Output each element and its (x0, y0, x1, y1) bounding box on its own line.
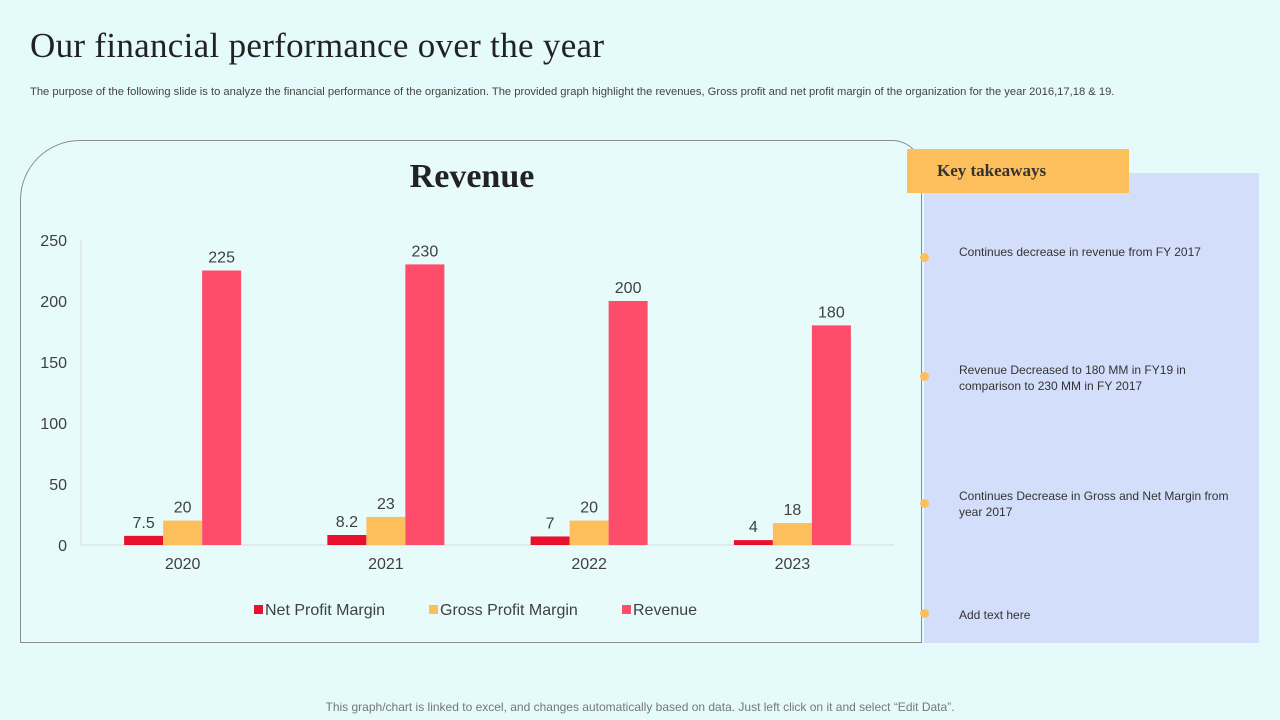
y-tick-label: 50 (49, 477, 67, 494)
x-tick-label: 2023 (775, 556, 811, 573)
bar-gross-profit-margin (772, 523, 812, 545)
bar-gross-profit-margin (366, 516, 406, 545)
bar-net-profit-margin (124, 535, 164, 545)
takeaway-item: Revenue Decreased to 180 MM in FY19 in c… (959, 363, 1186, 393)
data-label: 225 (208, 250, 235, 267)
legend-label: Net Profit Margin (265, 602, 385, 619)
bar-revenue (811, 325, 851, 545)
data-label: 180 (818, 304, 845, 321)
bar-net-profit-margin (530, 536, 570, 545)
bar-revenue (405, 264, 445, 545)
data-label: 200 (615, 280, 642, 297)
takeaway-bullet-icon (920, 372, 929, 381)
bar-gross-profit-margin (569, 520, 609, 545)
revenue-chart-panel[interactable]: Revenue 0 50 100 150 200 250 7.5 20 225 2020 8.2 23 2… (20, 140, 922, 643)
x-tick-label: 2021 (368, 556, 404, 573)
data-label: 20 (580, 500, 598, 517)
takeaway-bullet-icon (920, 499, 929, 508)
bar-net-profit-margin (327, 534, 367, 545)
legend-label: Revenue (633, 602, 697, 619)
data-label: 18 (783, 502, 801, 519)
takeaway-bullet-icon (920, 253, 929, 262)
takeaway-item: Add text here (959, 608, 1031, 622)
bar-gross-profit-margin (163, 520, 203, 545)
data-label: 23 (377, 496, 395, 513)
footer-note: This graph/chart is linked to excel, and… (325, 700, 955, 714)
data-label: 8.2 (336, 514, 358, 531)
bar-net-profit-margin (733, 540, 773, 545)
bar-revenue (608, 301, 648, 545)
takeaway-bullet-icon (920, 609, 929, 618)
bar-revenue (202, 270, 242, 545)
legend-swatch (254, 605, 263, 614)
x-tick-label: 2022 (571, 556, 607, 573)
takeaways-header: Key takeaways (907, 149, 1129, 193)
revenue-chart[interactable]: Revenue 0 50 100 150 200 250 7.5 20 225 2020 8.2 23 2… (21, 141, 922, 643)
data-label: 7.5 (133, 515, 155, 532)
legend-swatch (429, 605, 438, 614)
legend-swatch (622, 605, 631, 614)
legend-label: Gross Profit Margin (440, 602, 578, 619)
y-tick-label: 150 (40, 355, 67, 372)
data-label: 20 (174, 500, 192, 517)
takeaway-item: Continues decrease in revenue from FY 20… (959, 245, 1201, 259)
x-tick-label: 2020 (165, 556, 201, 573)
y-tick-label: 0 (58, 538, 67, 555)
chart-title: Revenue (410, 158, 535, 195)
slide-title: Our financial performance over the year (30, 26, 605, 65)
y-tick-label: 100 (40, 416, 67, 433)
slide-subtitle: The purpose of the following slide is to… (30, 86, 1115, 98)
y-tick-label: 200 (40, 294, 67, 311)
data-label: 7 (546, 515, 555, 532)
data-label: 4 (749, 519, 758, 536)
takeaways-panel (924, 173, 1259, 643)
data-label: 230 (412, 243, 439, 260)
takeaway-item: Continues Decrease in Gross and Net Marg… (959, 489, 1229, 519)
y-tick-label: 250 (40, 233, 67, 250)
